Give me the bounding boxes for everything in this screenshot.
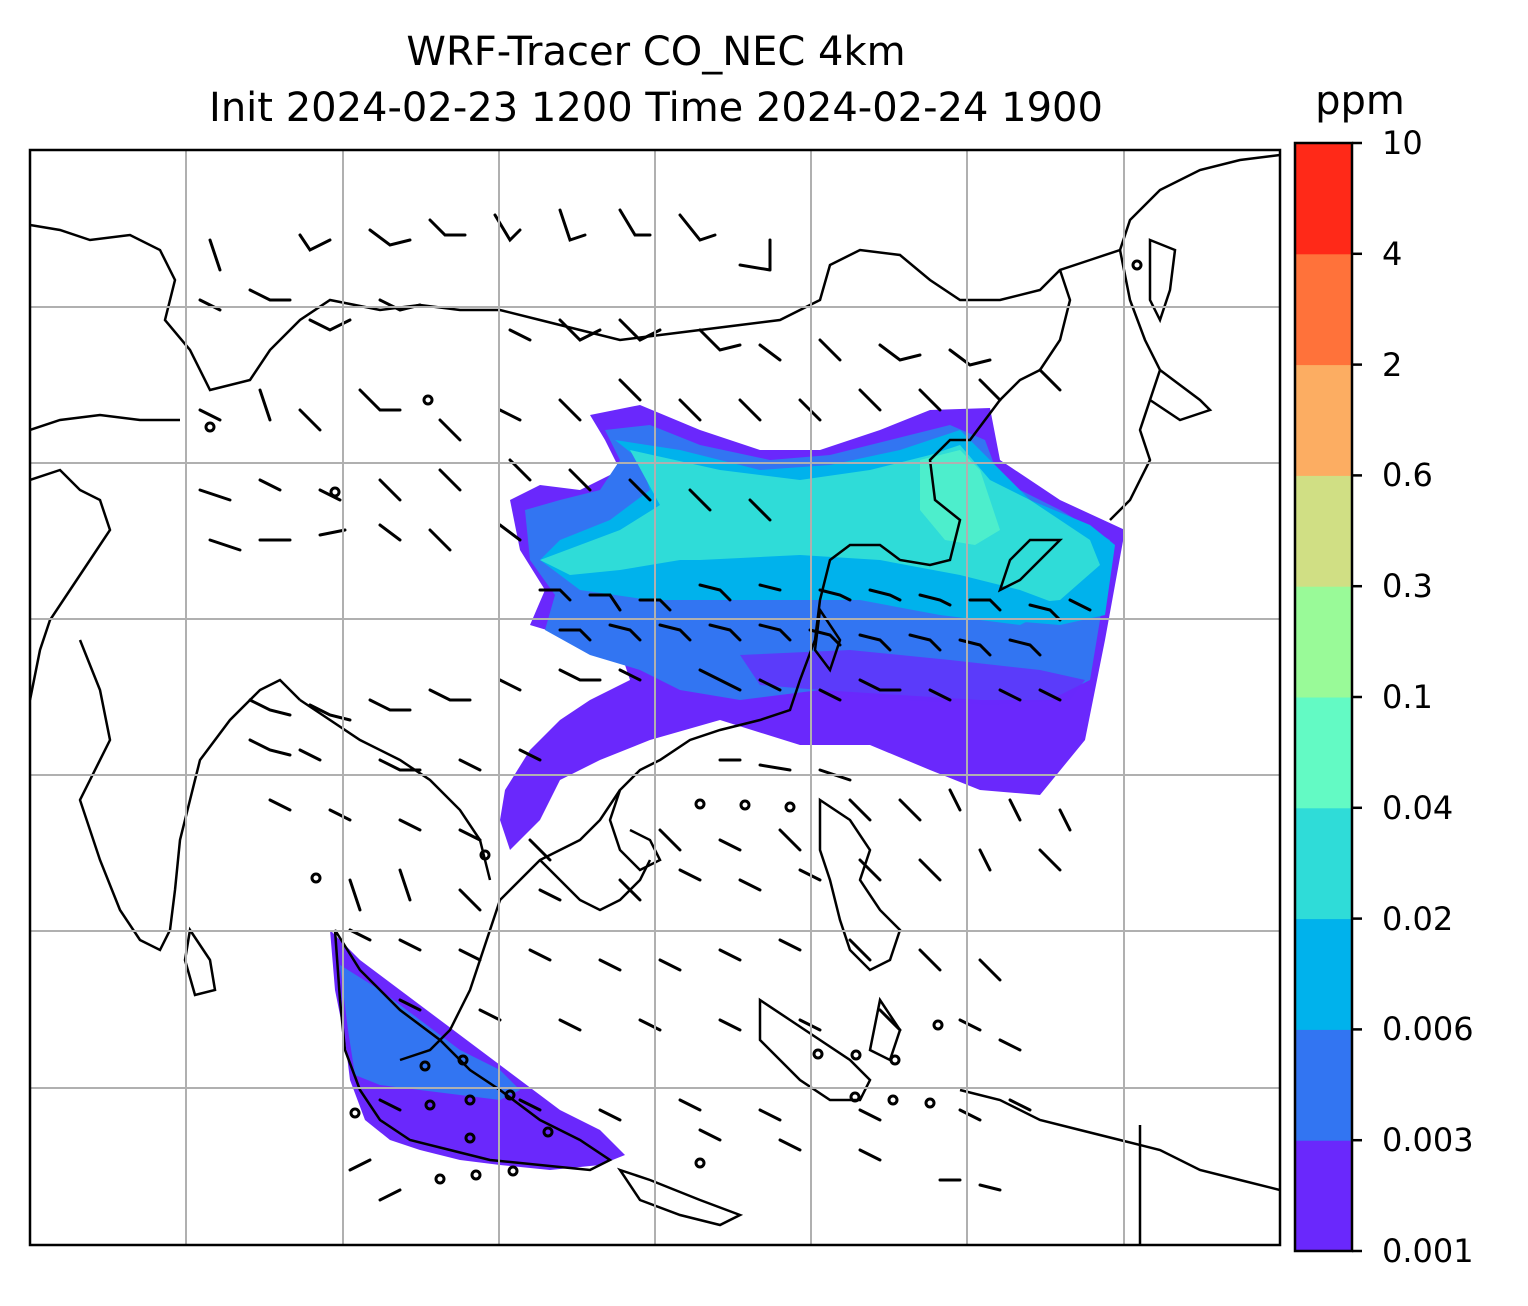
colorbar-segment — [1295, 1029, 1352, 1141]
colorbar-tick-label: 0.6 — [1382, 456, 1433, 495]
colorbar-tick-label: 0.04 — [1382, 788, 1454, 827]
colorbar-segment — [1295, 253, 1352, 366]
wind-barbs — [198, 208, 1092, 1202]
colorbar-segment — [1295, 586, 1352, 698]
colorbar-tick-label: 0.3 — [1382, 567, 1433, 606]
coastlines — [30, 153, 1280, 1245]
colorbar-segment — [1295, 697, 1352, 809]
colorbar-tick-label: 0.001 — [1382, 1232, 1474, 1270]
map-title-line1: WRF-Tracer CO_NEC 4km — [406, 29, 906, 75]
gridlines — [30, 150, 1280, 1245]
tracer-plume-north — [500, 405, 1125, 850]
map-frame — [28, 148, 1282, 1247]
map-title-line2: Init 2024-02-23 1200 Time 2024-02-24 190… — [209, 85, 1103, 131]
colorbar-tick-label: 0.1 — [1382, 678, 1433, 716]
colorbar-tick-label: 2 — [1382, 345, 1403, 384]
colorbar-segment — [1295, 1140, 1352, 1252]
colorbar-tick-label: 4 — [1382, 234, 1403, 273]
colorbar-frame — [1293, 141, 1354, 1253]
colorbar-unit-label: ppm — [1315, 78, 1405, 124]
colorbar — [1295, 141, 1362, 1253]
colorbar-segment — [1295, 475, 1352, 587]
colorbar-tick-label: 0.006 — [1382, 1010, 1474, 1049]
colorbar-tick-label: 10 — [1382, 124, 1423, 162]
colorbar-tick-label: 0.02 — [1382, 899, 1454, 938]
colorbar-segment — [1295, 364, 1352, 476]
calm-wind-markers — [204, 259, 1143, 1185]
colorbar-tick-label: 0.003 — [1382, 1121, 1474, 1160]
colorbar-segment — [1295, 918, 1352, 1030]
colorbar-segment — [1295, 807, 1352, 920]
colorbar-segment — [1295, 143, 1352, 255]
